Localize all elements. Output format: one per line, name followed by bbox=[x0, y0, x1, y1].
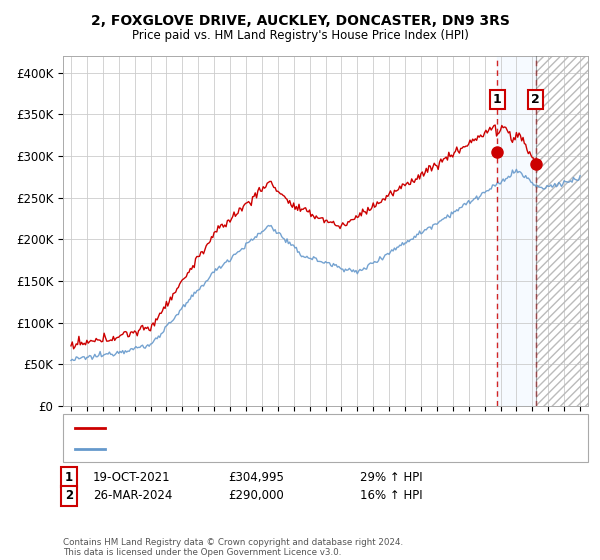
Text: 2: 2 bbox=[531, 94, 540, 106]
Text: 26-MAR-2024: 26-MAR-2024 bbox=[93, 489, 172, 502]
Text: 29% ↑ HPI: 29% ↑ HPI bbox=[360, 470, 422, 484]
Bar bbox=[536, 56, 588, 406]
Text: Price paid vs. HM Land Registry's House Price Index (HPI): Price paid vs. HM Land Registry's House … bbox=[131, 29, 469, 42]
Bar bbox=[536, 56, 588, 406]
Text: 16% ↑ HPI: 16% ↑ HPI bbox=[360, 489, 422, 502]
Text: 1: 1 bbox=[65, 470, 73, 484]
Text: HPI: Average price, detached house, Doncaster: HPI: Average price, detached house, Donc… bbox=[111, 444, 369, 454]
Text: 2, FOXGLOVE DRIVE, AUCKLEY, DONCASTER, DN9 3RS (detached house): 2, FOXGLOVE DRIVE, AUCKLEY, DONCASTER, D… bbox=[111, 423, 508, 433]
Bar bbox=[497, 56, 536, 406]
Text: 1: 1 bbox=[493, 94, 502, 106]
Text: 2: 2 bbox=[65, 489, 73, 502]
Text: £304,995: £304,995 bbox=[228, 470, 284, 484]
Text: £290,000: £290,000 bbox=[228, 489, 284, 502]
Text: Contains HM Land Registry data © Crown copyright and database right 2024.
This d: Contains HM Land Registry data © Crown c… bbox=[63, 538, 403, 557]
Text: 2, FOXGLOVE DRIVE, AUCKLEY, DONCASTER, DN9 3RS: 2, FOXGLOVE DRIVE, AUCKLEY, DONCASTER, D… bbox=[91, 14, 509, 28]
Text: 19-OCT-2021: 19-OCT-2021 bbox=[93, 470, 170, 484]
